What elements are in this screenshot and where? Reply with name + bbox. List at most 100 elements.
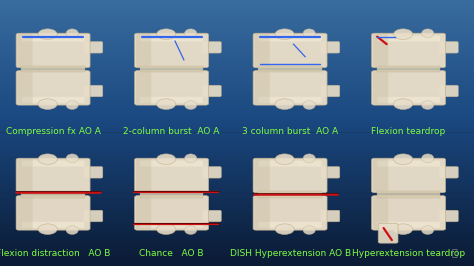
Ellipse shape [184,101,197,109]
Bar [0,13,474,15]
Bar [0,93,474,94]
Bar [0,49,474,51]
Bar [0,29,474,31]
FancyBboxPatch shape [253,196,327,230]
Bar [0,23,474,24]
Bar [0,207,474,209]
Bar [0,24,474,25]
FancyBboxPatch shape [321,210,340,222]
FancyBboxPatch shape [21,191,85,198]
FancyBboxPatch shape [253,158,327,193]
Ellipse shape [38,99,57,109]
Bar [0,69,474,70]
FancyBboxPatch shape [202,85,221,97]
FancyBboxPatch shape [140,66,203,73]
Bar [0,9,474,11]
Bar [0,210,474,211]
Bar [0,117,474,118]
FancyBboxPatch shape [22,36,84,41]
Bar [0,166,474,168]
Bar [0,112,474,113]
Bar [0,118,474,120]
Bar [0,153,474,154]
Bar [0,45,474,47]
FancyBboxPatch shape [373,159,388,192]
FancyBboxPatch shape [22,222,84,228]
Bar [0,238,474,239]
Bar [0,43,474,44]
FancyBboxPatch shape [259,222,321,228]
Bar [0,20,474,21]
Bar [0,140,474,141]
FancyBboxPatch shape [377,66,440,73]
Bar [0,245,474,246]
Ellipse shape [66,154,78,163]
FancyBboxPatch shape [18,34,33,67]
FancyBboxPatch shape [84,167,103,178]
Bar [0,53,474,55]
Bar [0,37,474,39]
Bar [0,177,474,178]
Bar [0,176,474,177]
Text: ℛ: ℛ [452,248,457,257]
FancyBboxPatch shape [18,72,33,104]
Ellipse shape [303,29,315,38]
Ellipse shape [393,224,413,234]
Bar [0,234,474,235]
FancyBboxPatch shape [321,85,340,97]
FancyBboxPatch shape [373,197,388,229]
Bar [0,28,474,29]
Bar [0,213,474,214]
Bar [0,194,474,196]
Bar [0,144,474,145]
Bar [0,161,474,162]
Bar [0,188,474,189]
Bar [0,149,474,150]
Bar [0,202,474,203]
Bar [0,5,474,7]
Bar [0,237,474,238]
Bar [0,32,474,33]
FancyBboxPatch shape [258,191,322,198]
FancyBboxPatch shape [202,210,221,222]
Bar [0,60,474,61]
Bar [0,70,474,72]
Bar [0,59,474,60]
Bar [0,124,474,125]
FancyBboxPatch shape [18,197,33,229]
Bar [0,27,474,28]
Ellipse shape [393,99,413,109]
Bar [0,74,474,76]
Bar [0,65,474,66]
Bar [0,101,474,102]
Bar [0,122,474,124]
Ellipse shape [156,29,176,39]
FancyBboxPatch shape [84,41,103,53]
Bar [0,152,474,153]
Bar [0,247,474,249]
Bar [0,109,474,110]
Bar [0,227,474,229]
FancyBboxPatch shape [136,72,151,104]
Bar [0,114,474,116]
FancyBboxPatch shape [372,33,446,68]
Ellipse shape [275,99,294,109]
Bar [0,66,474,68]
Bar [0,265,474,266]
FancyBboxPatch shape [372,158,446,193]
Bar [0,52,474,53]
Ellipse shape [303,154,315,163]
Bar [0,203,474,205]
Ellipse shape [184,154,197,163]
FancyBboxPatch shape [18,159,33,192]
Bar [0,242,474,243]
Bar [0,214,474,215]
Bar [0,89,474,90]
FancyBboxPatch shape [202,41,221,53]
Bar [0,82,474,84]
FancyBboxPatch shape [373,34,388,67]
FancyBboxPatch shape [253,71,327,105]
Bar [0,98,474,100]
Bar [0,1,474,3]
Bar [0,225,474,226]
